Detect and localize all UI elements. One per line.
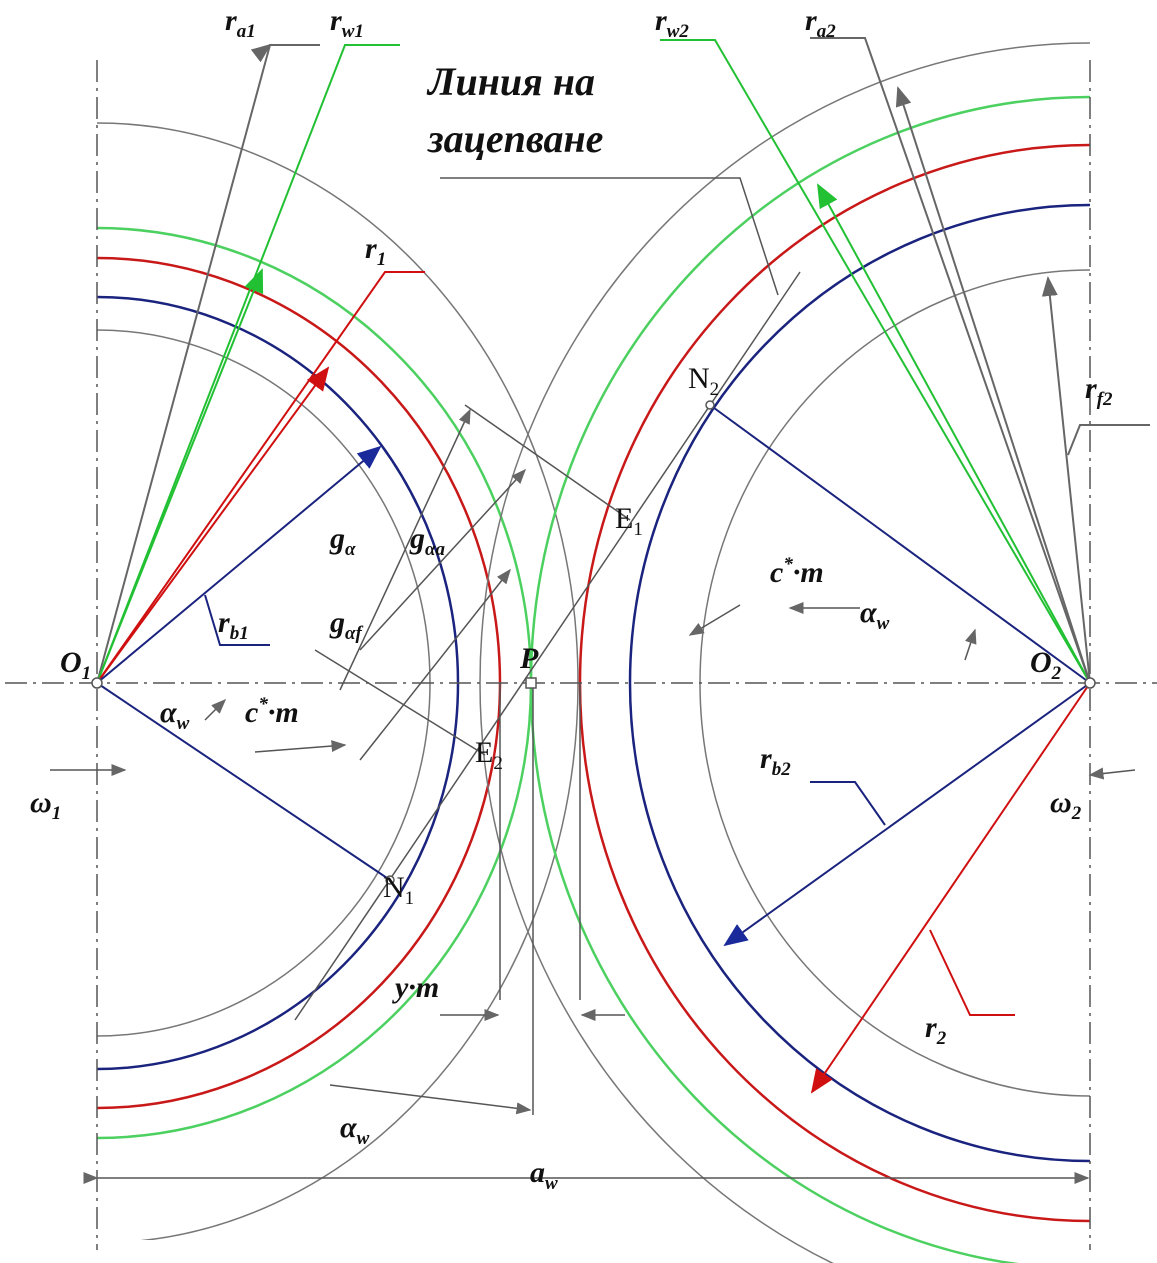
label: ω1 — [30, 786, 61, 824]
label-text: r — [760, 742, 772, 775]
label-sub: 1 — [377, 249, 387, 270]
label: rf2 — [1085, 372, 1113, 410]
label-text: r — [655, 4, 667, 37]
label-sub: 2 — [493, 753, 503, 774]
label-text: E — [615, 502, 633, 535]
label: aw — [530, 1156, 558, 1194]
label-text: g — [329, 606, 345, 639]
label-text: g — [329, 522, 345, 555]
label: gα — [329, 522, 356, 560]
label: E2 — [475, 736, 503, 774]
label: O1 — [60, 646, 91, 684]
label-sub: w — [177, 713, 190, 734]
label-sub: 1 — [405, 888, 415, 909]
label-sup: * — [258, 694, 268, 715]
label-sub: α — [345, 539, 356, 560]
label-text: O — [1030, 646, 1052, 679]
label-tail: ·m — [268, 696, 299, 729]
label: rw2 — [655, 4, 689, 42]
label-sub: w — [545, 1173, 558, 1194]
construction-lines — [50, 178, 1135, 1178]
label-text: r — [925, 1011, 937, 1044]
label-text: c — [245, 696, 258, 729]
label-text: r — [1085, 372, 1097, 405]
label: N2 — [688, 362, 719, 400]
label-sub: b2 — [772, 759, 792, 780]
label: P — [519, 642, 539, 675]
label-text: r — [365, 232, 377, 265]
label-text: N — [383, 871, 405, 904]
label: y·m — [392, 971, 439, 1004]
label: r2 — [925, 1011, 947, 1049]
label-sub: a2 — [817, 21, 837, 42]
label-text: r — [225, 4, 237, 37]
label-sub: f2 — [1097, 389, 1113, 410]
label-text: ω — [30, 786, 52, 819]
label: rw1 — [330, 4, 364, 42]
label: ω2 — [1050, 786, 1082, 824]
label-text: y·m — [392, 971, 439, 1004]
label-text: α — [860, 596, 877, 629]
label: E1 — [615, 502, 643, 540]
label-sub: w — [357, 1128, 370, 1149]
radius-lines — [97, 38, 1150, 1092]
label: αw — [860, 596, 890, 634]
label: O2 — [1030, 646, 1062, 684]
label: ra2 — [805, 4, 836, 42]
label-text: r — [218, 606, 230, 639]
label: αw — [160, 696, 190, 734]
label-text: a — [530, 1156, 545, 1189]
label-text: c — [770, 556, 783, 589]
label: r1 — [365, 232, 386, 270]
label-text: O — [60, 646, 82, 679]
label-text: P — [519, 642, 539, 675]
label-sub: w — [877, 613, 890, 634]
label: rb1 — [218, 606, 249, 644]
label-sub: 2 — [1071, 803, 1082, 824]
label: rb2 — [760, 742, 791, 780]
label-text: N — [688, 362, 710, 395]
label-sub: w1 — [342, 21, 364, 42]
label-sub: αf — [345, 623, 364, 644]
label-text: r — [330, 4, 342, 37]
label-sub: b1 — [230, 623, 249, 644]
gear-circles — [0, 43, 1157, 1263]
label: gαf — [329, 606, 364, 644]
label: ra1 — [225, 4, 256, 42]
label-sub: w2 — [667, 21, 690, 42]
label-text: α — [160, 696, 177, 729]
label-sub: 1 — [633, 519, 643, 540]
label-text: g — [409, 522, 425, 555]
label: c*·m — [770, 554, 824, 589]
label-sub: 2 — [1051, 663, 1062, 684]
label-text: α — [340, 1111, 357, 1144]
label-sub: αa — [425, 539, 446, 560]
label-text: E — [475, 736, 493, 769]
label-text: r — [805, 4, 817, 37]
label-sub: 2 — [710, 379, 720, 400]
label: αw — [340, 1111, 370, 1149]
label-sub: 1 — [82, 663, 92, 684]
label-text: ω — [1050, 786, 1072, 819]
label-tail: ·m — [793, 556, 824, 589]
gear-mesh-diagram: Линия назацепване ra1rw1rw2ra2r1N2rf2gαg… — [0, 0, 1157, 1263]
label-sup: * — [783, 554, 793, 575]
label-sub: a1 — [237, 21, 256, 42]
label-sub: 1 — [52, 803, 62, 824]
label: c*·m — [245, 694, 299, 729]
label-sub: 2 — [936, 1028, 947, 1049]
